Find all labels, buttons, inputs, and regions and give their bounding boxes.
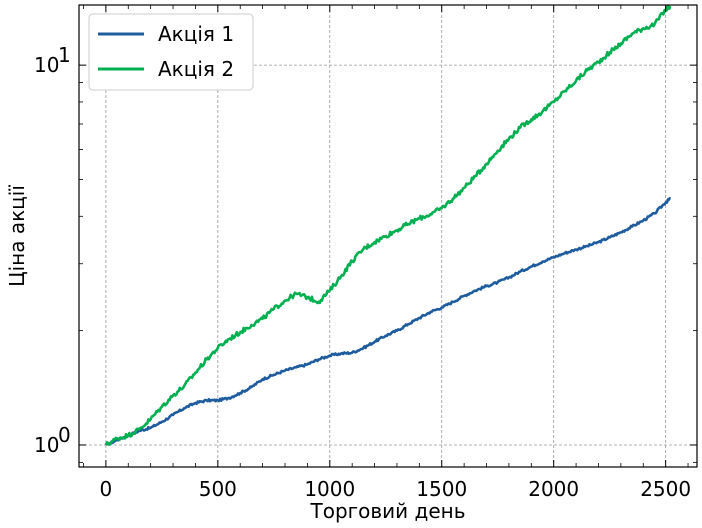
x-tick-label: 1500 xyxy=(416,477,467,501)
series-line-2 xyxy=(104,4,672,446)
x-tick-label: 0 xyxy=(100,477,113,501)
series-line-1 xyxy=(104,196,672,446)
y-axis-label: Ціна акції xyxy=(5,185,29,287)
y-tick-label: 10 xyxy=(34,53,59,77)
legend: Акція 1 Акція 2 xyxy=(88,13,254,91)
legend-label-series-1: Акція 1 xyxy=(158,22,234,46)
x-tick-label: 2500 xyxy=(640,477,691,501)
plot-frame xyxy=(78,4,698,468)
x-tick-label: 2000 xyxy=(528,477,579,501)
y-tick-label: 10 xyxy=(34,433,59,457)
y-tick-exponent: 0 xyxy=(58,423,71,447)
x-axis-label: Торговий день xyxy=(309,499,465,523)
x-tick-label: 500 xyxy=(199,477,237,501)
x-tick-label: 1000 xyxy=(304,477,355,501)
series-lines xyxy=(104,4,672,446)
y-tick-exponent: 1 xyxy=(58,43,71,67)
legend-label-series-2: Акція 2 xyxy=(158,57,234,81)
